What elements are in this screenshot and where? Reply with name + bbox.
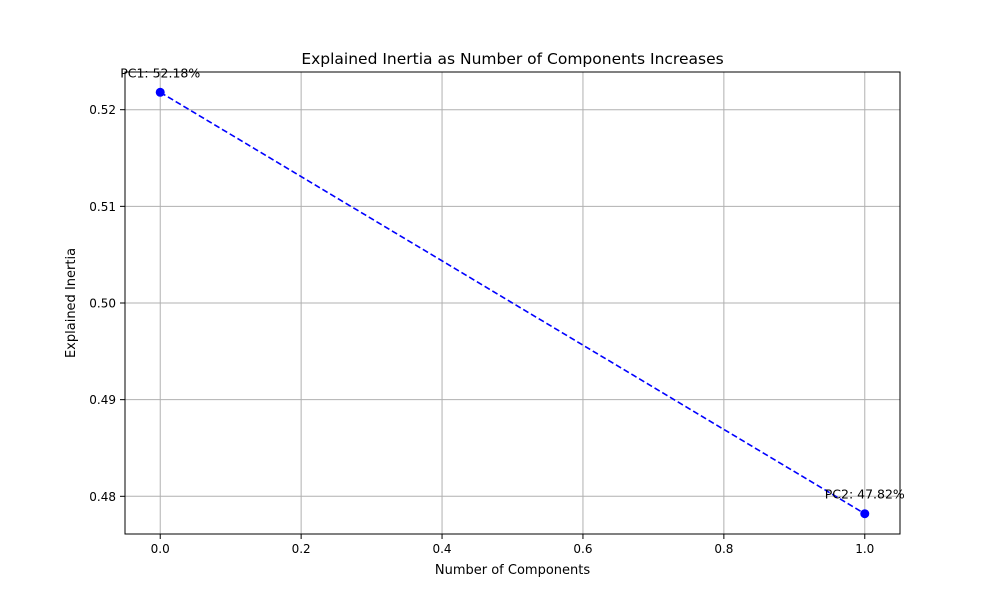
data-point-label: PC1: 52.18% <box>120 65 200 80</box>
data-point-label: PC2: 47.82% <box>825 487 905 502</box>
series-line <box>159 91 866 515</box>
series-group: PC1: 52.18% PC2: 47.82% <box>120 65 905 519</box>
x-tick-label: 0.6 <box>573 542 592 556</box>
x-tick-label: 0.4 <box>432 542 451 556</box>
y-tick-label: 0.52 <box>89 103 116 117</box>
x-axis-label: Number of Components <box>435 563 590 578</box>
data-point <box>860 509 870 519</box>
y-tick-label: 0.50 <box>89 297 116 311</box>
y-tick-label: 0.48 <box>89 490 116 504</box>
x-tick-label: 0.0 <box>151 542 170 556</box>
x-tick-label: 0.2 <box>292 542 311 556</box>
y-axis-ticks: 0.48 0.49 0.50 0.51 0.52 <box>89 103 125 504</box>
chart-title: Explained Inertia as Number of Component… <box>301 50 723 68</box>
data-point <box>155 87 165 97</box>
x-tick-label: 1.0 <box>855 542 874 556</box>
x-axis-ticks: 0.0 0.2 0.4 0.6 0.8 1.0 <box>151 534 874 556</box>
x-tick-label: 0.8 <box>714 542 733 556</box>
y-axis-label: Explained Inertia <box>64 248 79 358</box>
y-tick-label: 0.49 <box>89 393 116 407</box>
y-tick-label: 0.51 <box>89 200 116 214</box>
